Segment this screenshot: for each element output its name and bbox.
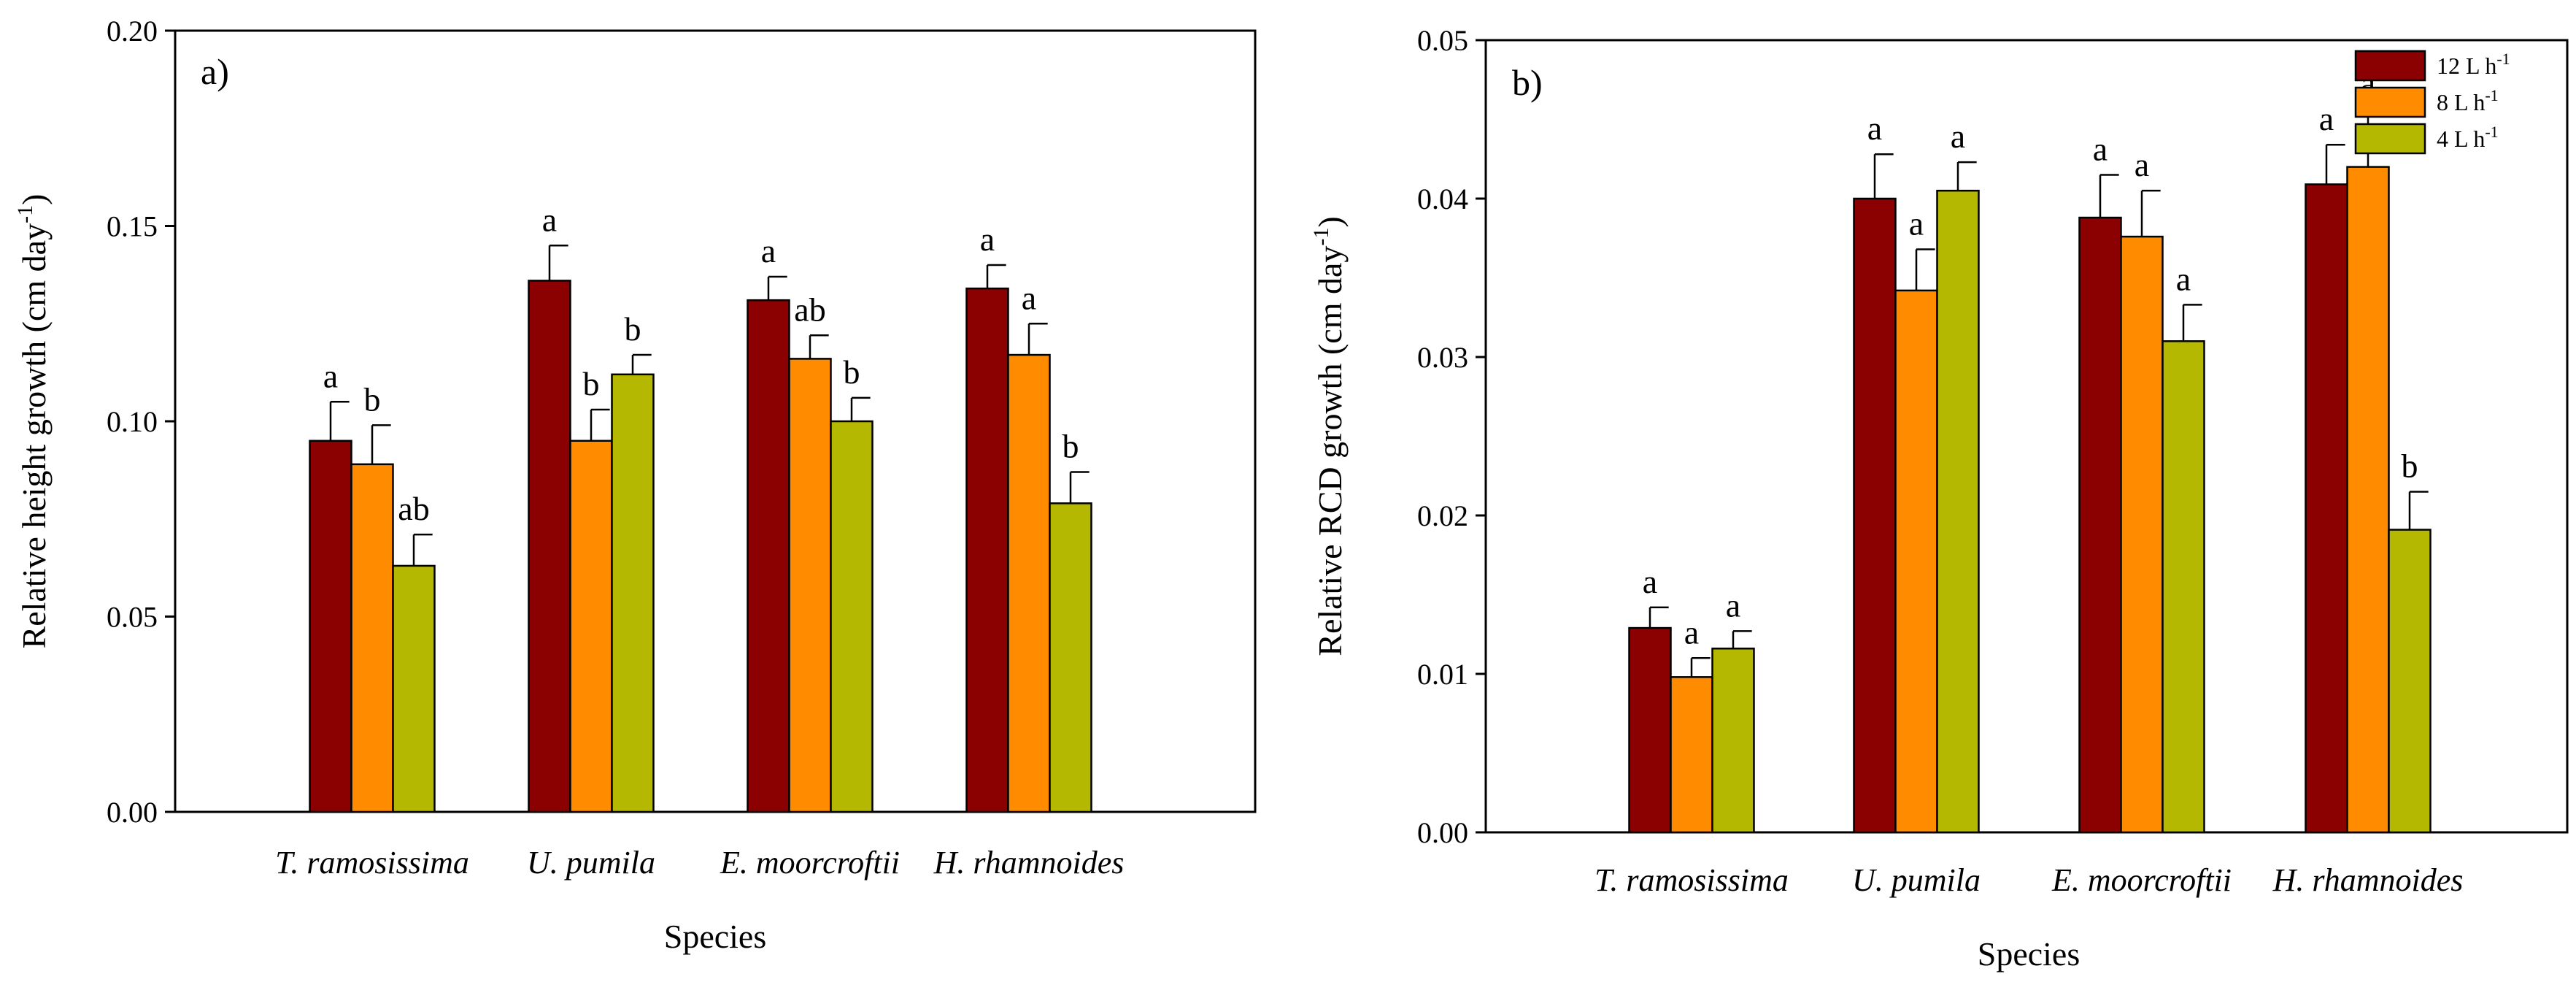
y-tick-label: 0.15 [107,210,158,243]
significance-letter: b [1063,428,1079,465]
bar-2-3 [1936,189,1980,834]
bar-3-1 [2078,216,2122,834]
significance-letter: a [761,232,776,269]
significance-letter: a [542,201,557,238]
bar-3-3 [2162,340,2205,834]
y-tick-label: 0.01 [1417,658,1468,691]
y-tick-label: 0.04 [1417,183,1468,215]
y-axis-title-close: ) [15,194,53,205]
significance-letter: a [1684,613,1699,651]
category-label: H. rhamnoides [2272,862,2464,898]
legend-swatch [2354,50,2426,82]
significance-letter: a [2176,260,2191,297]
category-label: E. moorcroftii [720,845,900,881]
bar-4-2 [2346,166,2390,834]
bar-2-2 [569,440,613,813]
bar-3-3 [830,420,874,813]
significance-letter: b [625,310,641,348]
category-label: E. moorcroftii [2051,862,2232,898]
legend-label-superscript: -1 [2485,123,2498,141]
significance-letter: a [1867,110,1882,147]
plot-frame [1484,39,2569,834]
bar-4-2 [1007,353,1051,813]
bar-1-2 [1670,676,1713,834]
bar-2-2 [1894,289,1938,834]
bar-2-3 [611,373,655,813]
significance-letter: ab [794,291,825,328]
legend-label-superscript: -1 [2485,86,2498,104]
bar-1-1 [309,440,352,813]
bar-1-1 [1628,626,1672,834]
y-tick-label: 0.00 [107,796,158,829]
bar-4-1 [965,287,1009,813]
y-tick-label: 0.02 [1417,499,1468,532]
y-axis-title-superscript: -1 [13,205,37,223]
panel-label: a) [201,51,229,92]
legend: 12 L h-18 L h-14 L h-1 [2354,50,2510,155]
bar-3-2 [788,358,832,813]
legend-label: 12 L h-1 [2437,50,2510,79]
legend-swatch [2354,123,2426,155]
bar-2-1 [528,280,571,813]
bar-4-3 [2388,529,2432,834]
significance-letter: b [364,380,381,418]
legend-label-text: 4 L h [2437,126,2485,152]
panel-label: b) [1512,62,1543,103]
bar-4-3 [1049,502,1092,813]
legend-label-text: 12 L h [2437,53,2496,79]
y-tick-label: 0.03 [1417,341,1468,374]
significance-letter: a [980,220,995,258]
x-axis-title: Species [1978,935,2081,973]
y-axis-title: Relative RCD growth (cm day-1) [1309,216,1349,656]
significance-letter: a [1726,586,1740,624]
significance-letter: a [2319,100,2334,137]
x-axis-title: Species [664,918,767,955]
significance-letter: b [2402,447,2418,484]
legend-swatch [2354,86,2426,118]
bar-4-1 [2305,183,2348,834]
significance-letter: b [583,365,600,402]
bar-1-2 [350,463,394,813]
bar-1-3 [392,564,436,813]
significance-letter: b [844,353,860,391]
category-label: U. pumila [527,845,655,881]
significance-letter: a [2135,146,2149,183]
significance-letter: a [323,357,338,394]
y-axis-title-superscript: -1 [1309,228,1333,246]
bar-2-1 [1853,197,1897,834]
y-axis-title: Relative height growth (cm day-1) [13,194,53,649]
category-label: H. rhamnoides [933,845,1125,881]
significance-letter: a [1909,204,1924,242]
y-tick-label: 0.20 [107,15,158,47]
legend-label: 8 L h-1 [2437,86,2499,115]
legend-label-superscript: -1 [2496,50,2510,68]
y-axis-title-text: Relative height growth (cm day [15,223,53,649]
y-tick-label: 0.05 [1417,24,1468,57]
category-label: U. pumila [1852,862,1981,898]
y-axis-title-text: Relative RCD growth (cm day [1311,246,1349,656]
legend-label-text: 8 L h [2437,89,2485,115]
y-axis-title-close: ) [1311,216,1349,227]
significance-letter: a [2093,130,2108,167]
bar-3-2 [2120,235,2164,834]
significance-letter: a [1643,563,1657,600]
category-label: T. ramosissima [275,845,469,881]
significance-letter: ab [398,490,429,527]
significance-letter: a [1951,118,1965,155]
category-label: T. ramosissima [1594,862,1789,898]
bar-1-3 [1711,648,1755,834]
y-tick-label: 0.10 [107,405,158,438]
y-tick-label: 0.00 [1417,816,1468,849]
legend-label: 4 L h-1 [2437,123,2499,152]
y-tick-label: 0.05 [107,601,158,634]
bar-3-1 [747,299,790,813]
significance-letter: a [1022,279,1036,316]
